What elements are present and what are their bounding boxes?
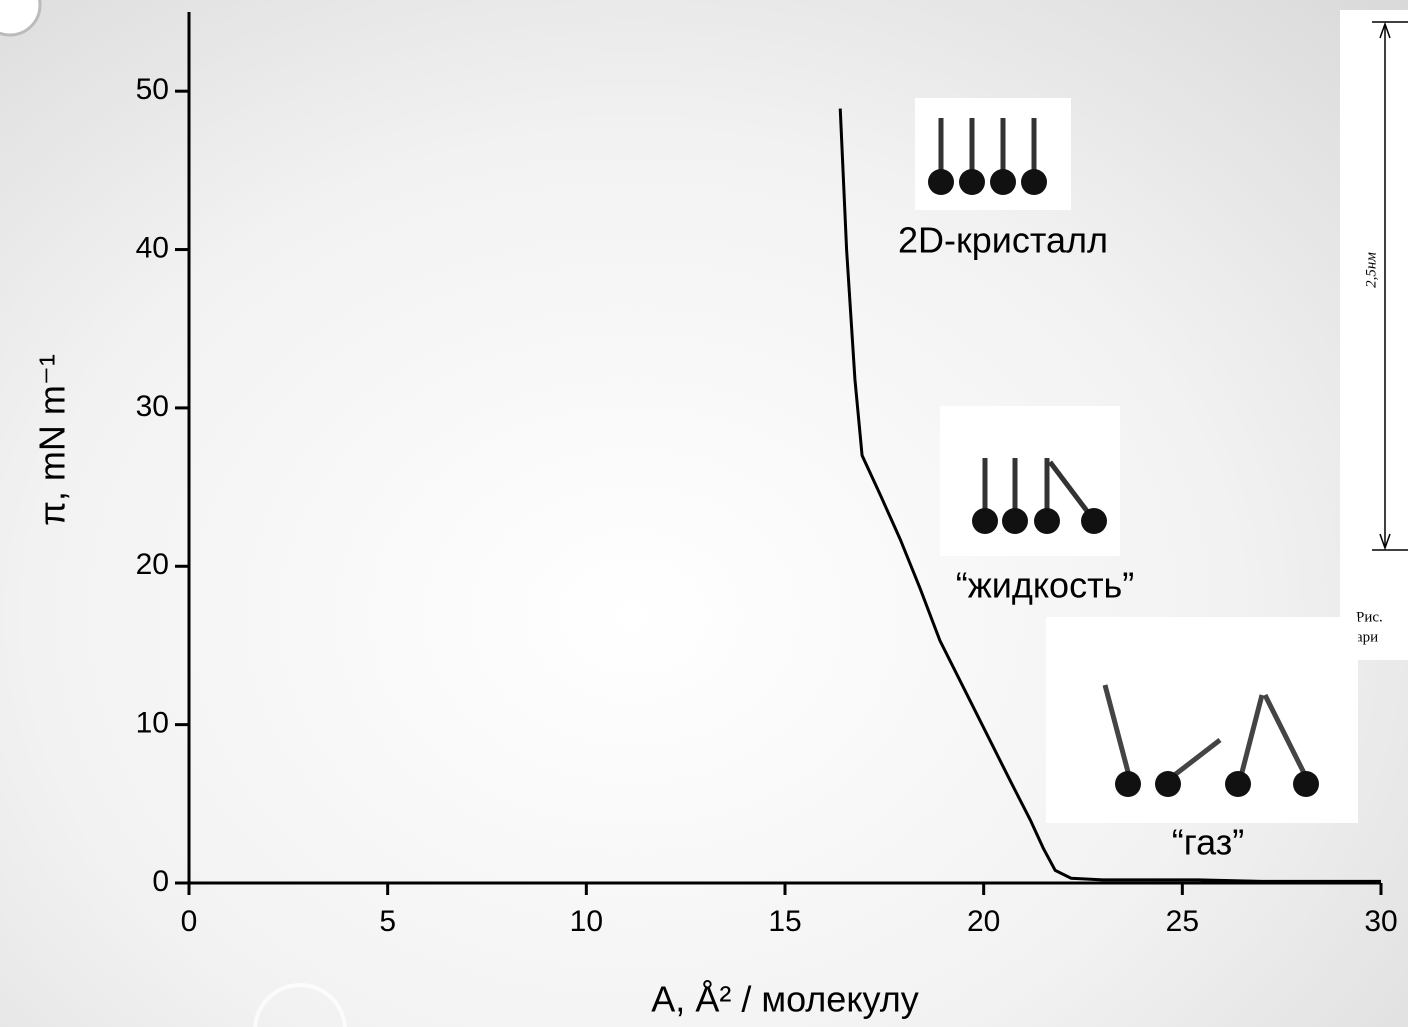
x-tick-label: 30: [1364, 905, 1397, 938]
y-tick-label: 30: [136, 390, 169, 423]
side-dimension: 2,5нм: [1363, 252, 1379, 288]
icon-gas: [1046, 617, 1358, 823]
y-tick-label: 50: [136, 73, 169, 106]
decor-circle: [253, 983, 347, 1027]
y-tick-label: 10: [136, 707, 169, 740]
x-tick-label: 5: [379, 905, 396, 938]
x-axis-label: A, Å² / молекулу: [651, 979, 918, 1020]
x-tick-label: 20: [967, 905, 1000, 938]
icon-crystal: [915, 98, 1071, 210]
decor-circle: [0, 0, 42, 37]
data-line: [838, 108, 1381, 883]
icon-liquid: [940, 406, 1120, 556]
side-panel: [1340, 10, 1408, 660]
side-caption: Рис.: [1356, 609, 1383, 625]
y-tick-label: 0: [152, 865, 169, 898]
y-tick-label: 20: [136, 548, 169, 581]
x-tick-label: 15: [768, 905, 801, 938]
x-tick-label: 25: [1166, 905, 1199, 938]
annotation: “газ”: [1172, 822, 1244, 863]
side-caption: ари: [1356, 629, 1378, 645]
x-tick-label: 0: [181, 905, 198, 938]
annotation: 2D-кристалл: [898, 220, 1108, 261]
x-tick-label: 10: [570, 905, 603, 938]
y-tick-label: 40: [136, 231, 169, 264]
annotation: “жидкость”: [956, 565, 1135, 606]
y-axis-label: π, mN m⁻¹: [32, 354, 73, 526]
side-arrow: [1379, 21, 1391, 551]
